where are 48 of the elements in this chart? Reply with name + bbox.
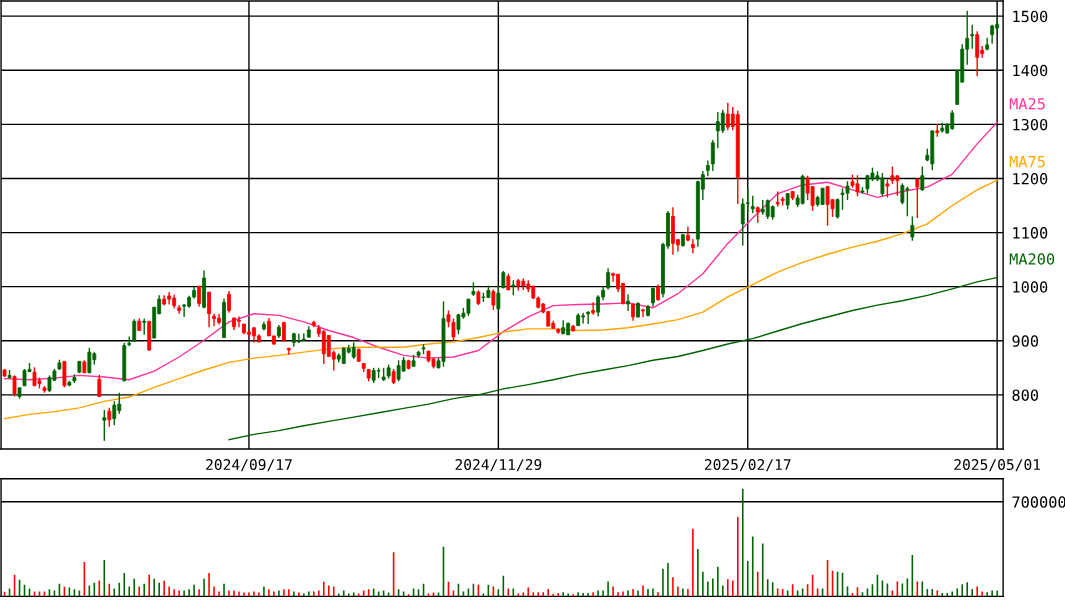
candlestick (107, 407, 112, 428)
line-series (3, 121, 998, 381)
series-label: MA25 (1009, 97, 1045, 110)
y-tick-label: 700000 (1012, 496, 1065, 508)
candlestick (690, 238, 695, 254)
candlestick (591, 301, 596, 316)
candlestick (227, 290, 231, 314)
candlestick (491, 288, 496, 311)
candlestick (606, 267, 610, 291)
y-tick-label: 1200 (1013, 172, 1048, 185)
candlestick (626, 293, 630, 312)
candlestick (451, 317, 456, 342)
x-tick-label: 2025/02/17 (704, 459, 791, 472)
line-series (228, 276, 998, 441)
candlestick (281, 321, 286, 343)
y-tick-label: 900 (1012, 335, 1039, 347)
candlestick (920, 165, 925, 192)
y-tick-label: 1300 (1013, 118, 1048, 131)
candlestick (641, 308, 645, 318)
candlestick (720, 109, 725, 134)
candlestick (710, 139, 715, 172)
candlestick (496, 284, 501, 310)
candlestick (112, 400, 117, 426)
x-tick-label: 2025/05/01 (954, 459, 1041, 472)
candlestick (87, 347, 92, 374)
series-label: MA75 (1009, 156, 1045, 168)
candlestick (975, 30, 980, 77)
candlestick (586, 310, 591, 325)
candlestick (910, 215, 915, 242)
y-tick-label: 1400 (1013, 64, 1048, 77)
y-tick-label: 800 (1012, 389, 1039, 401)
y-tick-label: 1100 (1013, 227, 1048, 239)
candlestick (970, 24, 975, 50)
y-tick-label: 1500 (1013, 10, 1048, 23)
candlestick (207, 291, 211, 328)
x-tick-label: 2024/11/29 (455, 459, 542, 472)
candlestick (596, 294, 601, 318)
x-tick-label: 2024/09/17 (206, 459, 292, 472)
y-tick-label: 1000 (1013, 281, 1048, 293)
candlestick (12, 374, 17, 398)
candlestick (835, 197, 840, 220)
candlestick (102, 409, 107, 442)
candlestick (197, 285, 201, 308)
series-label: MA200 (1009, 253, 1055, 265)
candlestick (915, 178, 920, 219)
candlestick (301, 332, 306, 342)
candlestick (132, 318, 137, 343)
line-series (3, 179, 998, 420)
